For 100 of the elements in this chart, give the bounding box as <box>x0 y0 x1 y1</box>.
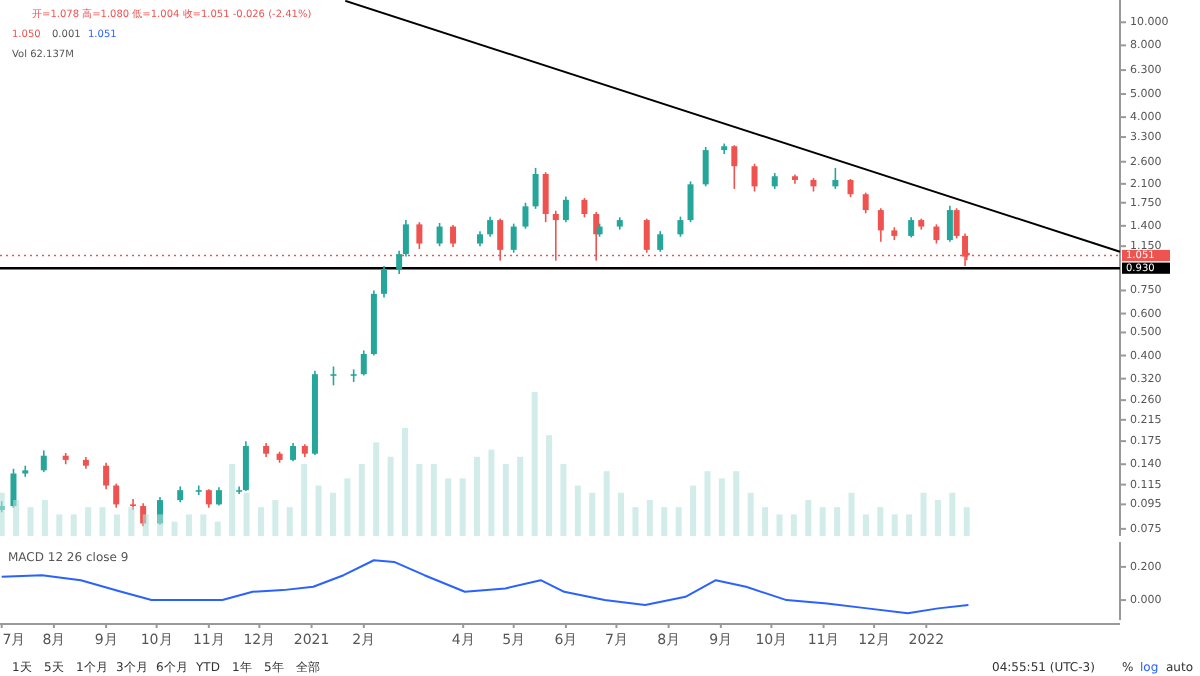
bar <box>70 514 77 536</box>
bar <box>718 478 725 536</box>
candlestick <box>510 222 517 254</box>
candlestick <box>290 442 297 463</box>
candlestick <box>946 204 953 243</box>
bar <box>790 514 797 536</box>
candlestick <box>330 365 337 387</box>
bar <box>819 507 826 536</box>
bar <box>906 514 913 536</box>
candlestick <box>832 167 839 190</box>
bar <box>934 500 941 536</box>
bar <box>747 492 754 536</box>
bar <box>200 514 207 536</box>
bar <box>229 464 236 536</box>
candlestick <box>40 449 47 473</box>
bar <box>286 507 293 536</box>
bar <box>272 500 279 536</box>
bar <box>762 507 769 536</box>
bar <box>704 471 711 536</box>
bar <box>185 514 192 536</box>
candlestick <box>242 440 249 492</box>
candlestick <box>731 144 738 190</box>
bar <box>113 514 120 536</box>
candlestick <box>215 486 222 507</box>
bar <box>517 456 524 536</box>
candlestick <box>643 217 650 254</box>
bar <box>214 521 221 536</box>
bar <box>546 435 553 536</box>
candlestick <box>522 201 529 230</box>
line-series <box>0 559 970 615</box>
bar <box>920 492 927 536</box>
bar <box>675 507 682 536</box>
bar <box>963 507 970 536</box>
bar <box>301 464 308 536</box>
bar <box>142 514 149 536</box>
candlestick <box>702 146 709 188</box>
bar <box>574 485 581 536</box>
candlestick <box>436 222 443 247</box>
bar <box>560 464 567 536</box>
bar <box>877 507 884 536</box>
bar <box>603 471 610 536</box>
candlestick <box>657 230 664 253</box>
bar <box>85 507 92 536</box>
bar <box>56 514 63 536</box>
candlestick <box>862 191 869 215</box>
bar <box>776 514 783 536</box>
candlestick <box>687 180 694 223</box>
bar <box>329 492 336 536</box>
bar <box>488 449 495 536</box>
candlestick <box>416 221 423 250</box>
bar <box>128 507 135 536</box>
candlestick <box>908 216 915 239</box>
bar <box>848 492 855 536</box>
bar <box>949 492 956 536</box>
bar <box>502 464 509 536</box>
bar <box>531 392 538 536</box>
bar <box>171 521 178 536</box>
candlestick <box>205 488 212 509</box>
candlestick <box>581 197 588 219</box>
bar <box>474 456 481 536</box>
candlestick <box>103 461 110 490</box>
candlestick <box>195 484 202 496</box>
candlestick <box>532 167 539 210</box>
bar <box>358 464 365 536</box>
bar <box>891 514 898 536</box>
bar <box>99 507 106 536</box>
bar <box>834 507 841 536</box>
bar <box>401 428 408 536</box>
candlestick <box>450 224 457 248</box>
bar <box>257 507 264 536</box>
bar <box>646 500 653 536</box>
candlestick <box>542 171 549 223</box>
candlestick <box>751 162 758 193</box>
bar <box>589 492 596 536</box>
bar <box>373 442 380 536</box>
candlestick <box>877 207 884 243</box>
bar <box>445 478 452 536</box>
candlestick <box>562 195 569 223</box>
bar <box>0 492 5 536</box>
bar <box>690 485 697 536</box>
bar <box>416 464 423 536</box>
bar <box>733 471 740 536</box>
bar <box>315 485 322 536</box>
candlestick <box>381 265 387 299</box>
bar <box>805 500 812 536</box>
bar <box>27 507 34 536</box>
bar <box>344 478 351 536</box>
bar <box>661 507 668 536</box>
bar <box>41 500 48 536</box>
bar <box>862 514 869 536</box>
candlestick <box>487 215 494 238</box>
bar <box>632 507 639 536</box>
bar <box>157 514 164 536</box>
bar <box>387 456 394 536</box>
candlestick <box>113 482 120 509</box>
candlestick <box>677 215 684 238</box>
bar <box>618 492 625 536</box>
bar <box>459 478 466 536</box>
candlestick <box>360 349 367 377</box>
bar <box>430 464 437 536</box>
